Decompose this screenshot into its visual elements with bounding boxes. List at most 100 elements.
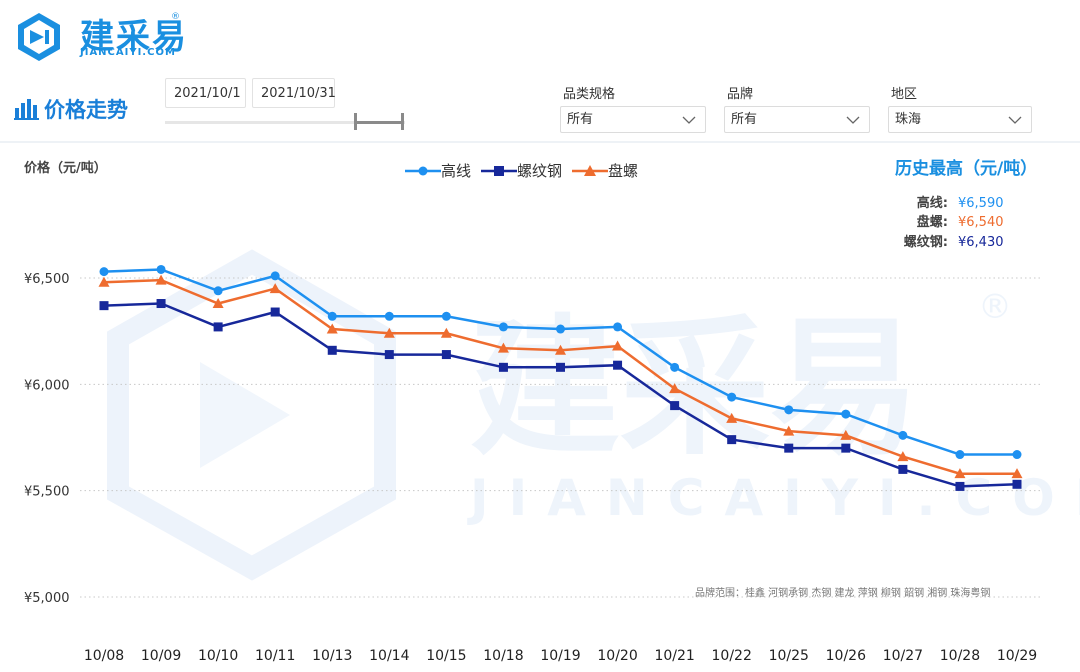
data-point[interactable] <box>213 286 223 296</box>
data-point[interactable] <box>326 323 338 334</box>
history-value: ¥6,590 <box>958 196 1004 211</box>
logo-subtext: JIANCAIYI.COM <box>80 47 176 58</box>
x-tick-label: 10/18 <box>483 648 523 664</box>
chevron-down-icon <box>1008 116 1022 124</box>
data-point[interactable] <box>955 450 965 460</box>
data-point[interactable] <box>327 345 337 355</box>
data-point[interactable] <box>841 409 851 419</box>
data-point[interactable] <box>954 468 966 479</box>
slider-handle-end[interactable] <box>401 113 404 130</box>
chevron-down-icon <box>682 116 696 124</box>
logo-registered-mark: ® <box>171 12 180 22</box>
data-point[interactable] <box>498 362 508 372</box>
legend-item-luowengang[interactable]: 螺纹钢 <box>481 160 562 181</box>
data-point[interactable] <box>841 443 851 453</box>
data-point[interactable] <box>98 276 110 287</box>
data-point[interactable] <box>99 301 109 311</box>
data-point[interactable] <box>441 311 451 321</box>
logo-text: 建采易 <box>80 17 188 57</box>
category-select[interactable]: 所有 <box>560 106 706 133</box>
region-filter-label: 地区 <box>891 87 918 102</box>
history-row-gaoxian: 高线: ¥6,590 <box>872 192 1072 211</box>
data-point[interactable] <box>840 429 852 440</box>
data-point[interactable] <box>784 443 794 453</box>
data-point[interactable] <box>556 362 565 372</box>
date-range-slider[interactable] <box>165 121 405 124</box>
data-point[interactable] <box>1012 479 1022 489</box>
section-title: 价格走势 <box>44 98 128 122</box>
watermark: 建采易 JIANCAIYI.COM ® <box>107 249 1080 581</box>
slider-handle-start[interactable] <box>354 113 357 130</box>
data-point[interactable] <box>612 340 624 351</box>
x-tick-label: 10/21 <box>654 648 694 664</box>
data-point[interactable] <box>670 362 680 372</box>
data-point[interactable] <box>613 360 623 370</box>
data-point[interactable] <box>212 298 224 309</box>
data-point[interactable] <box>156 299 166 309</box>
x-tick-label: 10/15 <box>426 648 466 664</box>
data-point[interactable] <box>897 451 909 462</box>
data-point[interactable] <box>383 327 395 338</box>
legend-label: 高线 <box>441 162 472 180</box>
data-point[interactable] <box>556 324 565 334</box>
data-point[interactable] <box>784 405 794 415</box>
x-tick-label: 10/28 <box>940 648 980 664</box>
data-point[interactable] <box>384 311 394 321</box>
end-date-input[interactable]: 2021/10/31 <box>252 78 336 108</box>
data-point[interactable] <box>898 430 908 440</box>
x-tick-label: 10/14 <box>369 648 409 664</box>
x-tick-label: 10/25 <box>769 648 809 664</box>
category-filter-label: 品类规格 <box>563 87 616 102</box>
data-point[interactable] <box>1012 450 1022 460</box>
x-tick-label: 10/29 <box>997 648 1037 664</box>
legend-item-gaoxian[interactable]: 高线 <box>405 160 471 181</box>
data-point[interactable] <box>727 392 737 402</box>
data-point[interactable] <box>498 322 508 332</box>
y-tick-label: ¥6,500 <box>24 272 70 287</box>
category-select-value: 所有 <box>567 112 594 127</box>
region-select-value: 珠海 <box>895 112 922 127</box>
legend-item-panluo[interactable]: 盘螺 <box>572 160 638 181</box>
y-axis-label: 价格（元/吨） <box>24 161 107 176</box>
legend-triangle-marker <box>572 164 609 176</box>
data-point[interactable] <box>384 350 394 360</box>
data-point[interactable] <box>327 311 337 321</box>
data-point[interactable] <box>670 401 680 411</box>
data-point[interactable] <box>898 464 908 474</box>
x-tick-label: 10/10 <box>198 648 238 664</box>
data-point[interactable] <box>156 264 166 274</box>
data-point[interactable] <box>669 383 681 394</box>
data-point[interactable] <box>727 435 737 445</box>
data-point[interactable] <box>1011 468 1023 479</box>
y-tick-label: ¥5,500 <box>24 485 70 500</box>
data-point[interactable] <box>613 322 623 332</box>
start-date-input[interactable]: 2021/10/1 <box>165 78 246 108</box>
history-name: 盘螺: <box>916 215 948 230</box>
data-point[interactable] <box>155 274 167 285</box>
data-point[interactable] <box>99 267 109 277</box>
brand-select[interactable]: 所有 <box>724 106 870 133</box>
chevron-down-icon <box>846 116 860 124</box>
data-point[interactable] <box>270 271 280 281</box>
svg-text:®: ® <box>978 287 1012 327</box>
header-divider <box>0 141 1080 143</box>
data-point[interactable] <box>783 425 795 436</box>
legend-label: 螺纹钢 <box>517 162 563 180</box>
date-range-selected <box>356 121 404 124</box>
x-tick-label: 10/09 <box>141 648 181 664</box>
x-tick-label: 10/22 <box>712 648 752 664</box>
x-tick-label: 10/11 <box>255 648 295 664</box>
data-point[interactable] <box>213 322 223 332</box>
data-point[interactable] <box>726 412 738 423</box>
data-point[interactable] <box>269 283 281 294</box>
data-point[interactable] <box>497 342 509 353</box>
history-max-title: 历史最高（元/吨） <box>895 159 1038 179</box>
data-point[interactable] <box>441 350 451 360</box>
region-select[interactable]: 珠海 <box>888 106 1032 133</box>
data-point[interactable] <box>955 481 965 491</box>
data-point[interactable] <box>555 344 566 355</box>
y-tick-label: ¥5,000 <box>24 591 70 606</box>
brand-range-note: 品牌范围：桂鑫 河钢承钢 杰钢 建龙 萍钢 柳钢 韶钢 湘钢 珠海粤钢 <box>695 588 991 599</box>
data-point[interactable] <box>440 327 452 338</box>
data-point[interactable] <box>270 307 280 317</box>
